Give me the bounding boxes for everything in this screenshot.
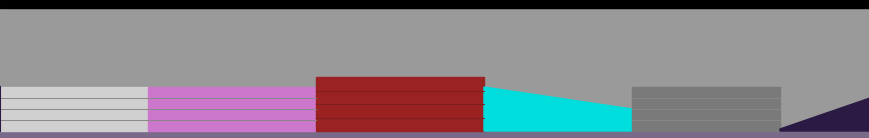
- Bar: [0, 131, 869, 138]
- Bar: [0, 0, 869, 8]
- Polygon shape: [779, 98, 869, 131]
- Bar: [631, 87, 779, 131]
- Bar: [315, 77, 483, 131]
- Bar: [0, 87, 148, 131]
- Polygon shape: [483, 87, 631, 131]
- Bar: [148, 87, 315, 131]
